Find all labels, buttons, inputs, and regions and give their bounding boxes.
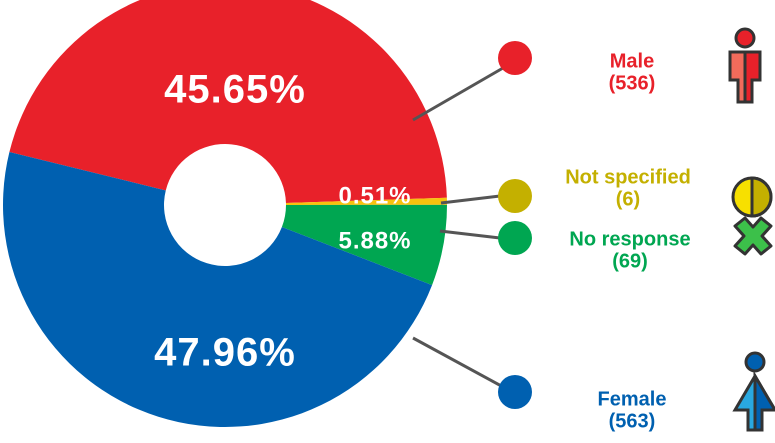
legend-label: Male (610, 50, 654, 72)
count-label: (536) (609, 72, 656, 94)
legend-label: No response (569, 228, 690, 250)
leader-line (412, 336, 506, 390)
percent-label: 45.65% (164, 68, 306, 112)
legend-label: Female (598, 388, 667, 410)
percent-label: 47.96% (154, 331, 296, 375)
legend-dot (498, 375, 532, 409)
leader-line (412, 66, 504, 122)
leader-line (440, 194, 501, 205)
slice (281, 204, 447, 286)
icons (728, 27, 775, 432)
legend-dot (498, 41, 532, 75)
legend-dot (498, 221, 532, 255)
female-icon (732, 351, 775, 432)
count-label: (6) (616, 188, 640, 210)
no-response-icon (733, 216, 773, 256)
legend-label: Not specified (565, 166, 691, 188)
slice (285, 197, 447, 205)
percent-label: 5.88% (338, 227, 411, 254)
male-icon (728, 27, 762, 104)
slice (9, 0, 447, 204)
leader-line (439, 229, 501, 240)
count-label: (69) (612, 250, 648, 272)
slice (3, 152, 433, 427)
count-label: (563) (609, 410, 656, 432)
not-specified-icon (731, 176, 773, 218)
percent-label: 0.51% (338, 182, 411, 209)
legend-dot (498, 179, 532, 213)
